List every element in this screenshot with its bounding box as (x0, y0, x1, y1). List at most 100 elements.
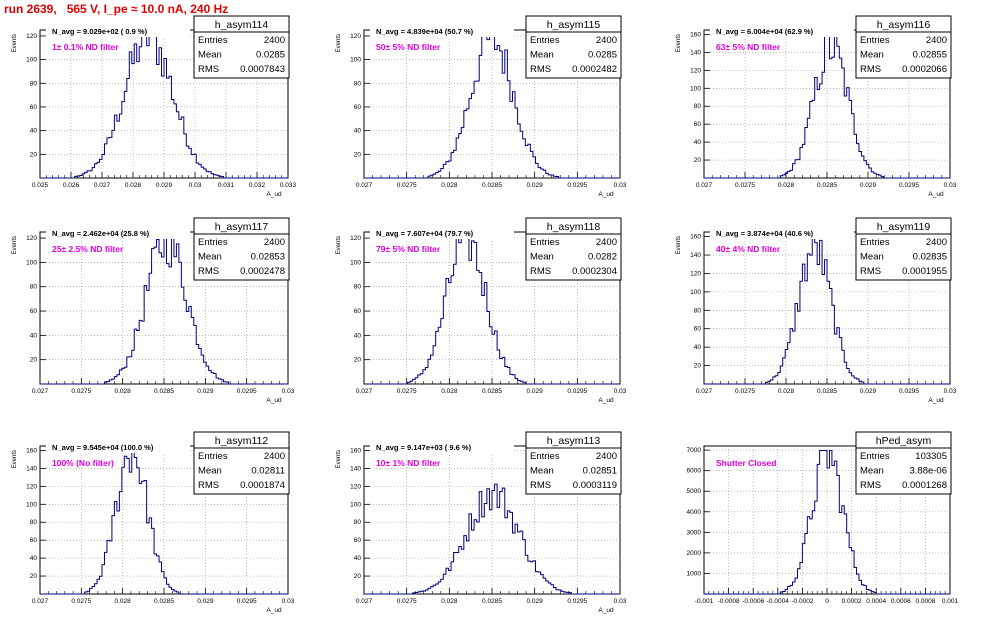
x-tick-label: 0.027 (356, 182, 373, 189)
histogram-name: h_asym116 (877, 19, 931, 31)
y-tick-label: 40 (354, 332, 362, 339)
navg-label: N_avg = 9.147e+03 ( 9.6 %) (376, 443, 472, 452)
stats-value: 0.0285 (256, 50, 285, 61)
y-tick-label: 80 (30, 284, 38, 291)
histogram-name: h_asym119 (877, 221, 931, 233)
run-title: run 2639, 565 V, I_pe ≈ 10.0 nA, 240 Hz (4, 2, 229, 16)
y-tick-label: 100 (350, 57, 361, 64)
histogram-name: h_asym115 (547, 19, 601, 31)
y-tick-label: 20 (30, 573, 38, 580)
stats-value: 0.0001874 (240, 480, 285, 491)
x-tick-label: -0.0004 (767, 598, 789, 605)
stats-box (855, 431, 952, 495)
x-tick-label: 0.033 (280, 182, 297, 189)
stats-label: RMS (198, 266, 219, 277)
x-tick-label: 0.0295 (899, 182, 919, 189)
y-tick-label: 160 (26, 447, 37, 454)
y-tick-label: 80 (694, 307, 702, 314)
stats-label: Entries (860, 451, 890, 462)
x-tick-label: 0.0275 (735, 182, 755, 189)
x-tick-label: 0.0295 (899, 388, 919, 395)
x-tick-label: 0.0285 (482, 182, 502, 189)
navg-label: N_avg = 4.839e+04 (50.7 %) (376, 27, 474, 36)
navg-box (46, 442, 190, 453)
stats-label: Entries (530, 237, 560, 248)
y-tick-label: 40 (354, 128, 362, 135)
histogram-name: h_asym112 (215, 435, 269, 447)
stats-value: 0.02853 (251, 252, 285, 263)
x-axis-title: A_ud (598, 607, 614, 614)
x-tick-label: 0.0295 (567, 182, 587, 189)
x-tick-label: 0.028 (778, 182, 795, 189)
y-tick-label: 140 (690, 252, 701, 259)
y-tick-label: 6000 (687, 468, 702, 475)
stats-value: 2400 (264, 35, 285, 46)
stats-label: Mean (860, 466, 884, 477)
y-tick-label: 3000 (687, 529, 702, 536)
x-tick-label: 0.029 (527, 598, 544, 605)
x-tick-label: 0.0275 (71, 388, 91, 395)
x-tick-label: 0.03 (944, 182, 957, 189)
x-tick-label: 0.0295 (237, 388, 257, 395)
y-tick-label: 80 (30, 80, 38, 87)
y-tick-label: 4000 (687, 509, 702, 516)
navg-label: N_avg = 7.607e+04 (79.7 %) (376, 229, 474, 238)
y-tick-label: 80 (694, 103, 702, 110)
stats-value: 3.88e-06 (909, 466, 947, 477)
stats-box (193, 431, 290, 495)
stats-value: 2400 (596, 35, 617, 46)
y-tick-label: 120 (26, 33, 37, 40)
histogram-name: hPed_asym (876, 435, 932, 447)
stats-value: 2400 (264, 237, 285, 248)
y-tick-label: 140 (26, 465, 37, 472)
x-tick-label: 0.029 (860, 182, 877, 189)
y-tick-label: 160 (350, 447, 361, 454)
stats-label: Entries (530, 451, 560, 462)
x-tick-label: 0.027 (356, 598, 373, 605)
histogram-series (40, 449, 288, 595)
x-tick-label: 0.029 (527, 182, 544, 189)
histogram-name: h_asym113 (547, 435, 601, 447)
x-tick-label: 0.0275 (397, 388, 417, 395)
y-tick-label: 80 (354, 519, 362, 526)
navg-label: N_avg = 9.545e+04 (100.0 %) (52, 443, 154, 452)
y-tick-label: 120 (26, 483, 37, 490)
stats-label: RMS (198, 480, 219, 491)
x-tick-label: 0.028 (441, 598, 458, 605)
navg-box (46, 228, 190, 239)
histogram-series (704, 35, 950, 179)
x-tick-label: 0.026 (63, 182, 80, 189)
y-tick-label: 20 (354, 151, 362, 158)
y-tick-label: 100 (26, 501, 37, 508)
filter-annotation: Shutter Closed (716, 458, 776, 468)
x-tick-label: 0.027 (696, 388, 713, 395)
navg-label: N_avg = 6.004e+04 (62.9 %) (716, 27, 814, 36)
x-tick-label: 0.0275 (397, 182, 417, 189)
y-tick-label: 100 (26, 259, 37, 266)
x-tick-label: 0 (825, 598, 829, 605)
x-tick-label: 0.028 (778, 388, 795, 395)
x-tick-label: 0.028 (441, 388, 458, 395)
x-tick-label: -0.0002 (791, 598, 813, 605)
x-tick-label: -0.0008 (718, 598, 740, 605)
stats-value: 2400 (926, 35, 947, 46)
x-axis-title: A_ud (266, 191, 282, 198)
stats-label: Mean (860, 50, 884, 61)
stats-label: Mean (198, 252, 222, 263)
navg-box (370, 228, 514, 239)
histogram-series (704, 236, 950, 385)
x-tick-label: 0.0285 (817, 388, 837, 395)
x-tick-label: 0.029 (197, 598, 214, 605)
navg-box (710, 26, 854, 37)
stats-box (525, 217, 622, 281)
x-tick-label: 0.03 (614, 598, 627, 605)
stats-box (855, 15, 952, 79)
navg-box (710, 228, 854, 239)
stats-value: 2400 (264, 451, 285, 462)
stats-value: 0.02851 (583, 466, 617, 477)
stats-value: 2400 (596, 237, 617, 248)
stats-label: Entries (860, 237, 890, 248)
x-tick-label: 0.027 (32, 388, 49, 395)
x-tick-label: 0.028 (125, 182, 142, 189)
